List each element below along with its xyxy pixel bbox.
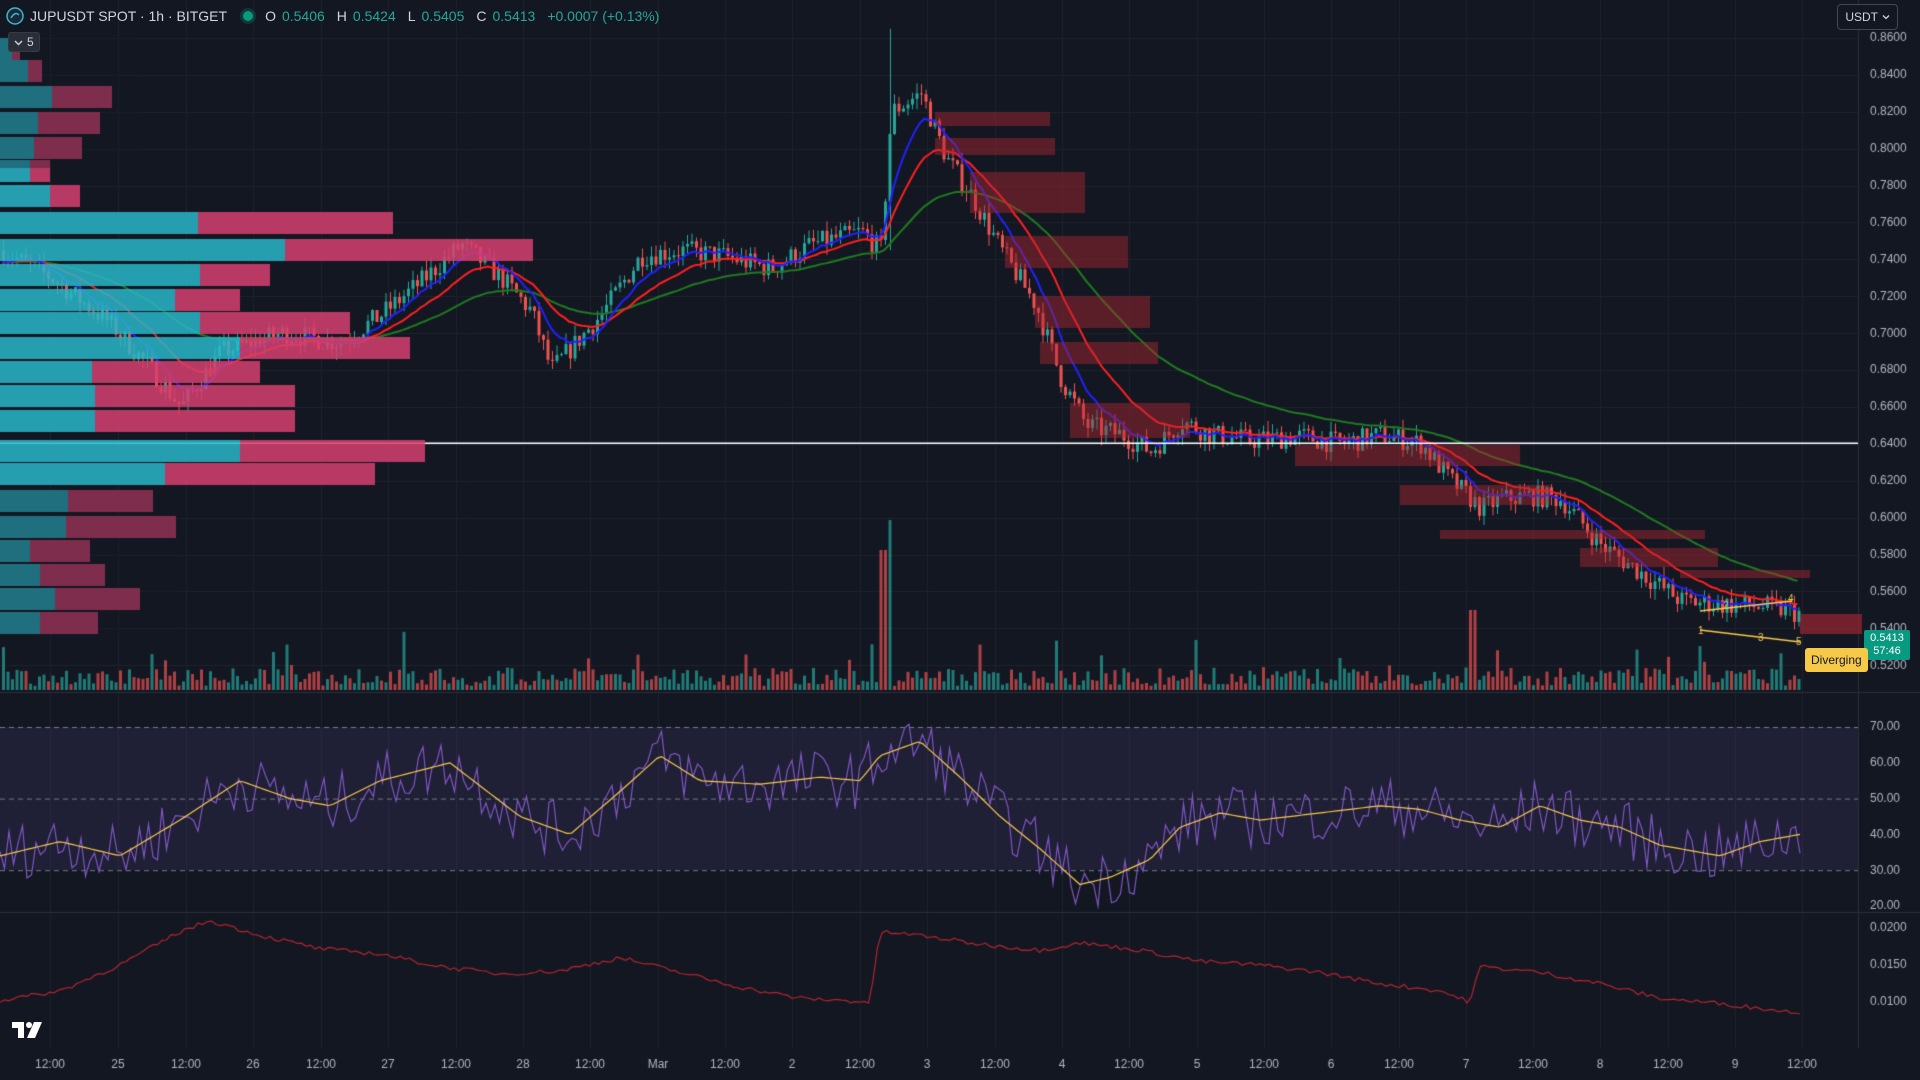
high-label: H (336, 8, 347, 24)
change-value: +0.0007 (+0.13%) (547, 8, 660, 24)
close-value: 0.5413 (492, 8, 536, 24)
tradingview-logo-icon[interactable] (12, 1020, 46, 1040)
symbol-logo-icon (6, 7, 24, 25)
last-price-badge: 0.5413 57:46 (1864, 630, 1910, 660)
symbol-title[interactable]: JUPUSDT SPOT · 1h · BITGET (30, 8, 228, 24)
pattern-label[interactable]: Diverging (1805, 648, 1868, 672)
bar-countdown: 57:46 (1873, 645, 1901, 657)
indicators-collapse-button[interactable]: 5 (8, 32, 40, 52)
status-dot-icon (243, 11, 254, 21)
currency-button[interactable]: USDT (1837, 4, 1898, 30)
close-label: C (476, 8, 487, 24)
low-label: L (407, 8, 416, 24)
last-price: 0.5413 (1870, 632, 1904, 644)
open-value: 0.5406 (281, 8, 325, 24)
indicator-count: 5 (27, 35, 34, 49)
open-label: O (265, 8, 276, 24)
legend-header: JUPUSDT SPOT · 1h · BITGET O 0.5406 H 0.54… (6, 4, 659, 28)
high-value: 0.5424 (352, 8, 396, 24)
low-value: 0.5405 (421, 8, 465, 24)
currency-label: USDT (1845, 10, 1878, 24)
chevron-down-icon (14, 40, 23, 45)
chevron-down-icon (1882, 15, 1890, 20)
